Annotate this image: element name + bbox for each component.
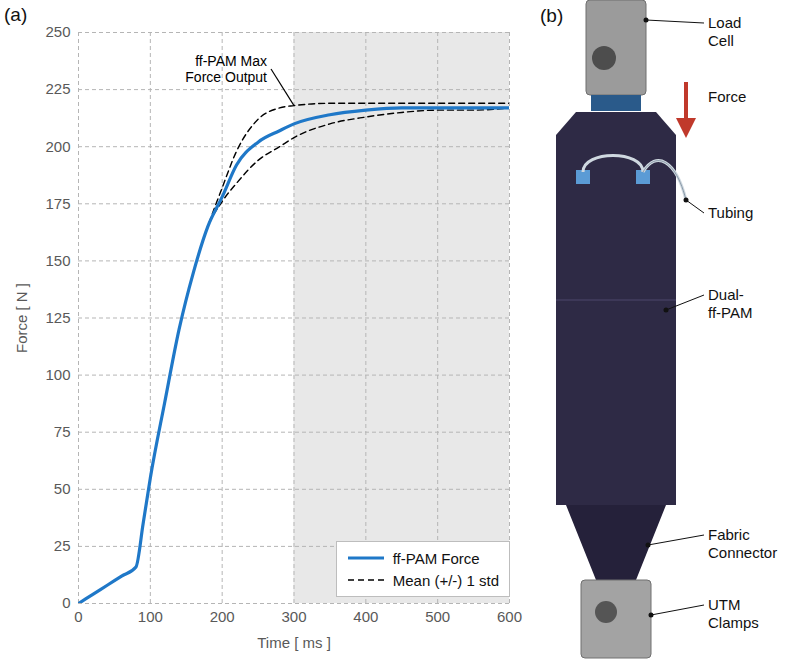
- html-text:Mean (+/-) 1 std: Mean (+/-) 1 std: [392, 571, 499, 589]
- html-text:(a): (a): [4, 4, 28, 25]
- svg-text:200: 200: [210, 608, 235, 625]
- svg-text:250: 250: [45, 23, 70, 40]
- svg-text:Force [ N ]: Force [ N ]: [13, 283, 30, 353]
- svg-text:UTMClamps: UTMClamps: [708, 596, 759, 631]
- svg-text:Force: Force: [708, 88, 746, 105]
- svg-text:Dual-ff-PAM: Dual-ff-PAM: [708, 286, 752, 321]
- svg-text:FabricConnector: FabricConnector: [708, 526, 777, 561]
- svg-text:600: 600: [497, 608, 522, 625]
- svg-text:125: 125: [45, 309, 70, 326]
- svg-text:0: 0: [74, 608, 82, 625]
- svg-text:Time [ ms ]: Time [ ms ]: [257, 634, 331, 651]
- svg-text:Tubing: Tubing: [708, 204, 753, 221]
- svg-text:150: 150: [45, 252, 70, 269]
- svg-text:175: 175: [45, 195, 70, 212]
- svg-text:0: 0: [62, 594, 70, 611]
- svg-text:100: 100: [45, 366, 70, 383]
- svg-text:ff-PAM MaxForce Output: ff-PAM MaxForce Output: [185, 53, 267, 85]
- svg-text:225: 225: [45, 80, 70, 97]
- svg-text:50: 50: [54, 480, 71, 497]
- html-text:ff-PAM Force: ff-PAM Force: [392, 549, 480, 567]
- svg-text:75: 75: [54, 423, 71, 440]
- svg-text:400: 400: [353, 608, 378, 625]
- svg-text:500: 500: [425, 608, 450, 625]
- svg-text:100: 100: [138, 608, 163, 625]
- svg-text:200: 200: [45, 138, 70, 155]
- svg-text:LoadCell: LoadCell: [708, 14, 741, 49]
- svg-text:300: 300: [281, 608, 306, 625]
- svg-text:25: 25: [54, 537, 71, 554]
- svg-text:(b): (b): [540, 5, 563, 26]
